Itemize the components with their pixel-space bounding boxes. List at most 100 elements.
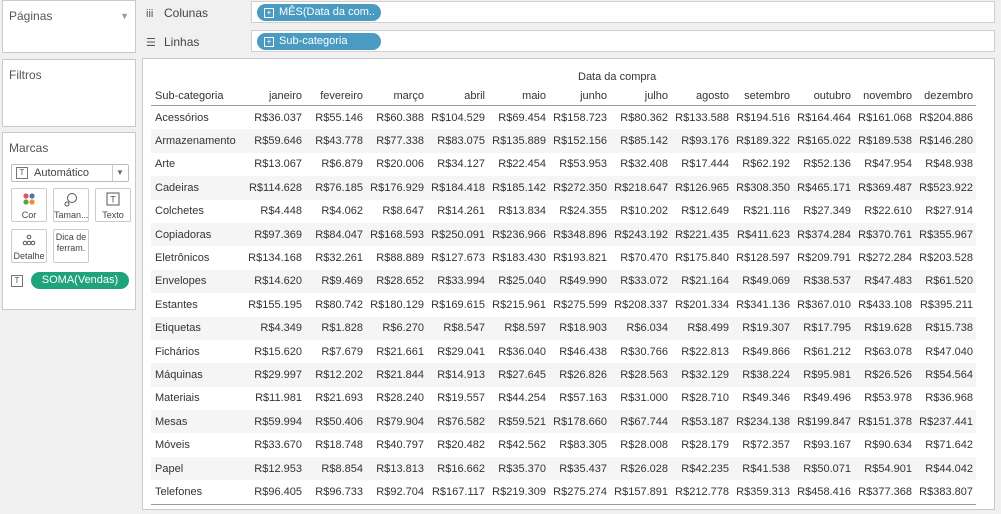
table-cell[interactable]: R$199.847 (793, 410, 854, 434)
table-cell[interactable]: R$433.108 (858, 298, 912, 311)
table-cell[interactable]: R$43.778 (305, 129, 366, 153)
month-header[interactable]: abril (427, 87, 488, 106)
table-cell[interactable]: R$34.127 (437, 158, 485, 171)
row-label[interactable]: Papel (151, 456, 244, 481)
table-cell[interactable]: R$54.564 (915, 363, 976, 387)
table-cell[interactable]: R$92.704 (366, 480, 427, 505)
table-cell[interactable]: R$27.349 (803, 205, 851, 218)
table-cell[interactable]: R$383.807 (915, 480, 976, 505)
row-label[interactable]: Eletrônicos (155, 252, 210, 265)
table-cell[interactable]: R$21.661 (376, 345, 424, 358)
table-cell[interactable]: R$193.821 (553, 252, 607, 265)
table-cell[interactable]: R$69.454 (498, 111, 546, 124)
table-cell[interactable]: R$114.628 (244, 176, 305, 200)
chevron-down-icon[interactable]: ▼ (112, 165, 127, 181)
row-label[interactable]: Arte (155, 158, 176, 171)
table-cell[interactable]: R$32.261 (315, 252, 363, 265)
table-cell[interactable]: R$17.444 (681, 158, 729, 171)
month-header[interactable]: maio (488, 87, 549, 106)
table-cell[interactable]: R$93.176 (671, 129, 732, 153)
table-cell[interactable]: R$219.309 (488, 480, 549, 505)
table-cell[interactable]: R$67.744 (610, 410, 671, 434)
table-cell[interactable]: R$33.072 (610, 269, 671, 294)
table-cell[interactable]: R$80.362 (620, 111, 668, 124)
table-cell[interactable]: R$50.071 (793, 456, 854, 481)
table-cell[interactable]: R$79.904 (366, 410, 427, 434)
month-header[interactable]: março (366, 87, 427, 106)
table-cell[interactable]: R$169.615 (431, 298, 485, 311)
table-cell[interactable]: R$168.593 (366, 222, 427, 247)
table-cell[interactable]: R$6.034 (610, 316, 671, 340)
row-header[interactable]: Sub-categoria (151, 87, 244, 106)
table-cell[interactable]: R$53.978 (864, 392, 912, 405)
table-cell[interactable]: R$49.069 (732, 269, 793, 294)
table-cell[interactable]: R$59.646 (244, 129, 305, 153)
row-label[interactable]: Fichários (155, 345, 200, 358)
tooltip-button[interactable]: Dica de ferram. (53, 229, 89, 263)
table-cell[interactable]: R$36.037 (254, 111, 302, 124)
table-cell[interactable]: R$26.526 (854, 363, 915, 387)
table-cell[interactable]: R$167.117 (427, 480, 488, 505)
filtros-card[interactable]: Filtros (2, 59, 136, 127)
table-cell[interactable]: R$41.538 (732, 456, 793, 481)
row-label[interactable]: Materiais (155, 392, 200, 405)
table-cell[interactable]: R$12.649 (681, 205, 729, 218)
table-cell[interactable]: R$36.040 (498, 345, 546, 358)
table-cell[interactable]: R$28.008 (620, 439, 668, 452)
table-cell[interactable]: R$47.954 (864, 158, 912, 171)
table-cell[interactable]: R$134.168 (248, 252, 302, 265)
table-cell[interactable]: R$243.192 (610, 222, 671, 247)
table-cell[interactable]: R$55.146 (315, 111, 363, 124)
table-cell[interactable]: R$180.129 (370, 298, 424, 311)
table-cell[interactable]: R$77.338 (366, 129, 427, 153)
expand-plus-icon[interactable]: + (264, 37, 274, 47)
table-cell[interactable]: R$411.623 (732, 222, 793, 247)
table-cell[interactable]: R$128.597 (736, 252, 790, 265)
table-cell[interactable]: R$60.388 (376, 111, 424, 124)
table-cell[interactable]: R$14.913 (427, 363, 488, 387)
table-cell[interactable]: R$523.922 (915, 176, 976, 200)
table-cell[interactable]: R$9.469 (305, 269, 366, 294)
table-cell[interactable]: R$32.408 (620, 158, 668, 171)
table-cell[interactable]: R$12.953 (244, 456, 305, 481)
table-cell[interactable]: R$38.537 (793, 269, 854, 294)
table-cell[interactable]: R$126.965 (671, 176, 732, 200)
table-cell[interactable]: R$90.634 (864, 439, 912, 452)
table-cell[interactable]: R$152.156 (549, 129, 610, 153)
table-cell[interactable]: R$236.966 (488, 222, 549, 247)
table-cell[interactable]: R$76.185 (305, 176, 366, 200)
table-cell[interactable]: R$33.670 (254, 439, 302, 452)
table-cell[interactable]: R$61.520 (915, 269, 976, 294)
table-cell[interactable]: R$30.766 (620, 345, 668, 358)
table-cell[interactable]: R$4.448 (260, 205, 302, 218)
table-cell[interactable]: R$161.068 (858, 111, 912, 124)
table-cell[interactable]: R$14.620 (244, 269, 305, 294)
table-cell[interactable]: R$183.430 (492, 252, 546, 265)
table-cell[interactable]: R$18.903 (549, 316, 610, 340)
table-cell[interactable]: R$28.240 (376, 392, 424, 405)
table-cell[interactable]: R$272.284 (858, 252, 912, 265)
table-cell[interactable]: R$237.441 (915, 410, 976, 434)
table-cell[interactable]: R$13.813 (366, 456, 427, 481)
table-cell[interactable]: R$221.435 (671, 222, 732, 247)
month-header[interactable]: fevereiro (305, 87, 366, 106)
table-cell[interactable]: R$25.040 (488, 269, 549, 294)
table-cell[interactable]: R$15.738 (915, 316, 976, 340)
table-cell[interactable]: R$1.828 (305, 316, 366, 340)
table-cell[interactable]: R$17.795 (793, 316, 854, 340)
table-cell[interactable]: R$33.994 (427, 269, 488, 294)
table-cell[interactable]: R$19.557 (437, 392, 485, 405)
table-cell[interactable]: R$4.349 (244, 316, 305, 340)
table-cell[interactable]: R$157.891 (610, 480, 671, 505)
table-cell[interactable]: R$13.067 (254, 158, 302, 171)
table-cell[interactable]: R$96.405 (244, 480, 305, 505)
table-cell[interactable]: R$201.334 (675, 298, 729, 311)
table-cell[interactable]: R$359.313 (732, 480, 793, 505)
table-cell[interactable]: R$28.179 (681, 439, 729, 452)
table-cell[interactable]: R$8.854 (305, 456, 366, 481)
row-label[interactable]: Móveis (155, 439, 190, 452)
table-cell[interactable]: R$348.896 (549, 222, 610, 247)
month-header[interactable]: setembro (732, 87, 793, 106)
table-cell[interactable]: R$49.346 (742, 392, 790, 405)
table-cell[interactable]: R$22.454 (498, 158, 546, 171)
